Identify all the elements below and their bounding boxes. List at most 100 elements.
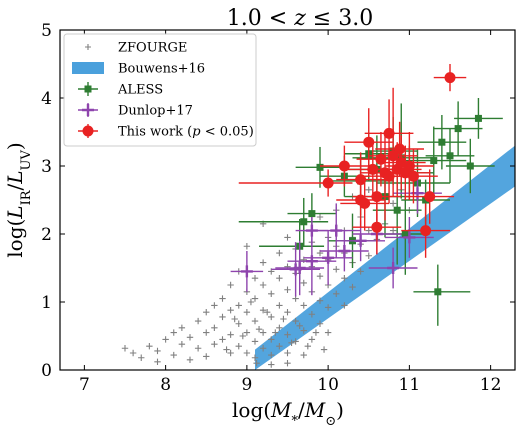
this-work-point-marker (371, 221, 383, 233)
zfourge-point (223, 346, 230, 353)
zfourge-point (154, 347, 161, 355)
zfourge-point (186, 356, 194, 363)
zfourge-point (365, 252, 372, 259)
zfourge-point (357, 268, 364, 275)
this-work-point-marker (424, 191, 436, 203)
zfourge-point (341, 302, 348, 309)
zfourge-point (296, 322, 303, 329)
y-tick-label: 1 (41, 293, 52, 313)
zfourge-point (259, 329, 267, 336)
zfourge-point (235, 343, 242, 350)
dunlop-layer (230, 172, 442, 297)
legend-marker (85, 44, 91, 50)
bouwens-band-layer (255, 145, 515, 370)
x-tick-label: 7 (79, 375, 90, 395)
this-work-point (340, 176, 390, 231)
aless-point (401, 126, 467, 195)
zfourge-point (284, 309, 291, 316)
bouwens-band (255, 145, 515, 370)
legend-label: ZFOURGE (118, 41, 187, 56)
zfourge-point (231, 315, 238, 323)
zfourge-point (194, 345, 202, 352)
dunlop-point-marker (330, 224, 343, 237)
zfourge-point (320, 346, 328, 353)
legend-item-zfourge: ZFOURGE (85, 41, 187, 56)
zfourge-point (243, 349, 251, 357)
zfourge-point (304, 343, 312, 350)
aless-point-marker (466, 162, 474, 170)
legend-item-aless: ALESS (78, 82, 163, 98)
this-work-point-marker (420, 225, 432, 237)
dunlop-point (368, 247, 418, 289)
zfourge-point (300, 327, 307, 334)
zfourge-point (288, 339, 295, 346)
legend: ZFOURGE Bouwens+16 ALESS Dunlop+17 This work… (63, 33, 257, 147)
zfourge-point (243, 243, 251, 250)
zfourge-point (365, 186, 372, 193)
x-tick-label: 10 (317, 375, 339, 395)
zfourge-point (211, 340, 218, 348)
zfourge-point (227, 349, 234, 357)
legend-marker (84, 85, 92, 93)
dunlop-point-marker (305, 224, 318, 237)
dunlop-point (295, 217, 329, 245)
zfourge-point (259, 345, 267, 352)
aless-point-marker (308, 210, 316, 218)
zfourge-point (251, 317, 259, 325)
zfourge-point (219, 336, 226, 343)
aless-point-marker (434, 288, 442, 296)
aless-point-marker (300, 218, 308, 226)
zfourge-point (268, 361, 275, 368)
this-work-point (401, 203, 450, 258)
zfourge-point (194, 317, 202, 325)
aless-point-marker (474, 114, 482, 122)
this-work-point (405, 169, 455, 224)
zfourge-point (263, 309, 271, 316)
zfourge-point (389, 200, 397, 207)
this-work-point-marker (338, 160, 350, 172)
this-work-point-marker (355, 174, 367, 186)
zfourge-point (292, 338, 299, 345)
zfourge-point (276, 343, 283, 350)
legend-label: Bouwens+16 (118, 62, 205, 77)
dunlop-point (275, 240, 325, 296)
zfourge-point (268, 336, 275, 343)
zfourge-point (333, 266, 340, 273)
zfourge-point (284, 360, 291, 367)
zfourge-point (284, 234, 291, 241)
zfourge-point (259, 306, 267, 314)
legend-item-bouwens: Bouwens+16 (72, 62, 205, 77)
zfourge-point (259, 259, 267, 266)
y-tick-label: 2 (41, 225, 52, 245)
plot-frame (59, 29, 516, 371)
aless-point (295, 146, 345, 188)
zfourge-point (203, 309, 210, 316)
aless-point-marker (393, 206, 401, 214)
dunlop-point (303, 230, 353, 285)
dunlop-point-marker (293, 262, 306, 274)
this-work-point-marker (394, 143, 406, 155)
dunlop-point-marker (403, 231, 416, 244)
zfourge-point (292, 317, 299, 325)
this-work-point-marker (371, 191, 383, 203)
zfourge-point (300, 302, 307, 309)
zfourge-point (284, 331, 291, 338)
this-work-point-marker (322, 177, 334, 189)
y-axis-label: log(LIR/LUV) (3, 142, 34, 257)
zfourge-point (235, 320, 242, 327)
aless-point-marker (316, 163, 324, 171)
zfourge-point (324, 304, 332, 311)
zfourge-point (247, 298, 255, 306)
aless-point-marker (454, 125, 462, 133)
this-work-point-marker (403, 160, 415, 172)
zfourge-point (349, 283, 356, 291)
this-work-point-marker (363, 136, 375, 148)
zfourge-point (365, 227, 372, 234)
this-work-point (238, 169, 353, 197)
zfourge-point (268, 290, 275, 298)
zfourge-point (235, 302, 242, 309)
zfourge-point (284, 349, 291, 357)
zfourge-point (251, 295, 259, 302)
aless-point-marker (438, 138, 446, 146)
